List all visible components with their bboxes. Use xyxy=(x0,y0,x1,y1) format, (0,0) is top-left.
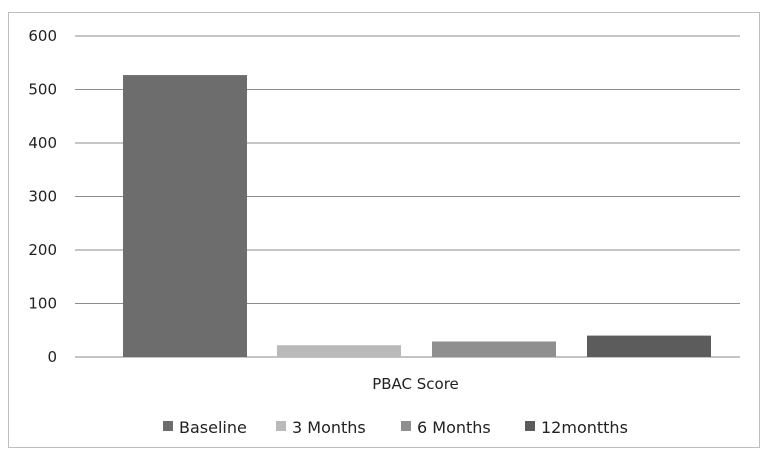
bar-3 xyxy=(432,341,556,357)
legend-label: Baseline xyxy=(179,418,247,437)
legend-swatch xyxy=(276,421,286,431)
legend-label: 3 Months xyxy=(292,418,366,437)
y-tick-label: 500 xyxy=(28,81,57,99)
legend-swatch xyxy=(163,421,173,431)
y-tick-label: 0 xyxy=(47,348,57,366)
legend-swatch xyxy=(401,421,411,431)
bar-2 xyxy=(277,345,401,357)
x-category-label: PBAC Score xyxy=(372,375,459,393)
bar-1 xyxy=(123,75,247,358)
y-tick-label: 300 xyxy=(28,188,57,206)
legend-label: 6 Months xyxy=(417,418,491,437)
y-tick-label: 600 xyxy=(28,27,57,45)
y-tick-label: 400 xyxy=(28,134,57,152)
y-tick-label: 200 xyxy=(28,241,57,259)
bar-4 xyxy=(587,335,711,357)
legend-swatch xyxy=(525,421,535,431)
legend-label: 12montths xyxy=(541,418,628,437)
y-tick-label: 100 xyxy=(28,295,57,313)
